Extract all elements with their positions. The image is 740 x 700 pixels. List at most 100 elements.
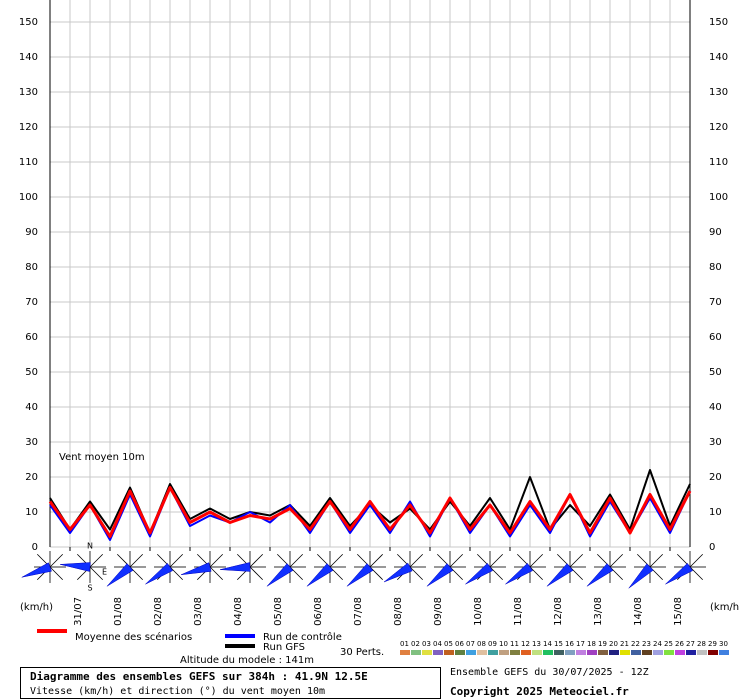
legend-label: Run de contrôle: [263, 631, 342, 643]
y-tick-label: 20: [25, 472, 38, 483]
x-tick-label: 04/08: [233, 597, 244, 626]
legend-label: Moyenne des scénarios: [75, 631, 192, 643]
x-tick-label: 01/08: [113, 597, 124, 626]
perturbation-swatch: [543, 650, 553, 655]
y2-tick-label: 20: [709, 472, 722, 483]
y2-tick-label: 150: [709, 17, 728, 28]
copyright: Copyright 2025 Meteociel.fr: [450, 685, 629, 698]
wind-wedge: [346, 563, 374, 587]
wind-wedge: [586, 563, 614, 587]
rose-spoke: [609, 566, 624, 581]
y2-tick-label: 100: [709, 192, 728, 203]
perturbation-swatch: [444, 650, 454, 655]
perturbation-label: 04: [433, 640, 442, 648]
wind-wedge: [21, 562, 52, 578]
perturbation-swatch: [455, 650, 465, 655]
perturbation-label: 25: [664, 640, 673, 648]
altitude: Altitude du modele : 141m: [180, 655, 314, 666]
rose-spoke: [89, 553, 104, 568]
perturbation-swatch: [686, 650, 696, 655]
y-tick-label: 140: [19, 52, 38, 63]
run-info: Ensemble GEFS du 30/07/2025 - 12Z: [450, 667, 649, 678]
box-subtitle: Vitesse (km/h) et direction (°) du vent …: [30, 686, 325, 697]
perturbation-swatch: [411, 650, 421, 655]
compass-s: S: [87, 584, 92, 593]
x-tick-label: 09/08: [433, 597, 444, 626]
wind-wedge: [465, 562, 493, 585]
rose-spoke: [409, 566, 424, 581]
x-tick-label: 31/07: [73, 597, 84, 626]
y2-tick-label: 80: [709, 262, 722, 273]
y2-tick-label: 40: [709, 402, 722, 413]
perturbation-label: 21: [620, 640, 629, 648]
x-tick-label: 11/08: [513, 597, 524, 626]
y-tick-label: 30: [25, 437, 38, 448]
rose-spoke: [209, 553, 224, 568]
y2-tick-label: 10: [709, 507, 722, 518]
rose-spoke: [529, 566, 544, 581]
y-tick-label: 80: [25, 262, 38, 273]
perturbation-label: 07: [466, 640, 475, 648]
rose-spoke: [369, 553, 384, 568]
rose-spoke: [529, 553, 544, 568]
perturbation-label: 20: [609, 640, 618, 648]
perturbation-swatch: [642, 650, 652, 655]
perturbation-swatch: [554, 650, 564, 655]
y2-tick-label: 130: [709, 87, 728, 98]
rose-spoke: [329, 566, 344, 581]
x-tick-label: 12/08: [553, 597, 564, 626]
y2-tick-label: 70: [709, 297, 722, 308]
rose-spoke: [489, 553, 504, 568]
rose-spoke: [209, 566, 224, 581]
y2-tick-label: 50: [709, 367, 722, 378]
perturbation-label: 18: [587, 640, 596, 648]
perturbation-swatch: [697, 650, 707, 655]
perturbation-swatch: [664, 650, 674, 655]
y-tick-label: 100: [19, 192, 38, 203]
wind-wedge: [665, 562, 693, 585]
perturbation-label: 14: [543, 640, 552, 648]
info-box: [20, 667, 441, 699]
perturbation-label: 13: [532, 640, 541, 648]
perturbation-swatch: [532, 650, 542, 655]
perturbation-swatch: [433, 650, 443, 655]
rose-spoke: [689, 553, 704, 568]
y2-tick-label: 60: [709, 332, 722, 343]
y-tick-label: 40: [25, 402, 38, 413]
perturbation-label: 16: [565, 640, 574, 648]
rose-spoke: [289, 553, 304, 568]
perturbation-swatch: [400, 650, 410, 655]
perturbation-swatch: [576, 650, 586, 655]
rose-spoke: [129, 566, 144, 581]
y-tick-label: 50: [25, 367, 38, 378]
rose-spoke: [569, 553, 584, 568]
x-tick-label: 02/08: [153, 597, 164, 626]
perturbation-label: 12: [521, 640, 530, 648]
perturbation-swatch: [499, 650, 509, 655]
rose-spoke: [409, 553, 424, 568]
wind-wedge: [628, 563, 654, 589]
rose-spoke: [49, 553, 64, 568]
x-tick-label: 08/08: [393, 597, 404, 626]
x-tick-label: 05/08: [273, 597, 284, 626]
y2-tick-label: 110: [709, 157, 728, 168]
y2-tick-label: 0: [709, 542, 715, 553]
y-tick-label: 120: [19, 122, 38, 133]
wind-wedge: [60, 562, 91, 572]
rose-spoke: [369, 566, 384, 581]
x-tick-label: 03/08: [193, 597, 204, 626]
perturbation-label: 23: [642, 640, 651, 648]
perturbation-swatch: [477, 650, 487, 655]
perturbation-swatch: [708, 650, 718, 655]
perturbation-swatch: [598, 650, 608, 655]
perturbation-swatch: [719, 650, 729, 655]
perturbation-label: 24: [653, 640, 662, 648]
x-tick-label: 07/08: [353, 597, 364, 626]
wind-wedge: [546, 563, 574, 587]
y-tick-label: 130: [19, 87, 38, 98]
legend-label: Run GFS: [263, 642, 305, 653]
perturbation-label: 06: [455, 640, 464, 648]
wind-wedge: [306, 563, 334, 587]
perturbation-label: 01: [400, 640, 409, 648]
perturbation-label: 29: [708, 640, 717, 648]
